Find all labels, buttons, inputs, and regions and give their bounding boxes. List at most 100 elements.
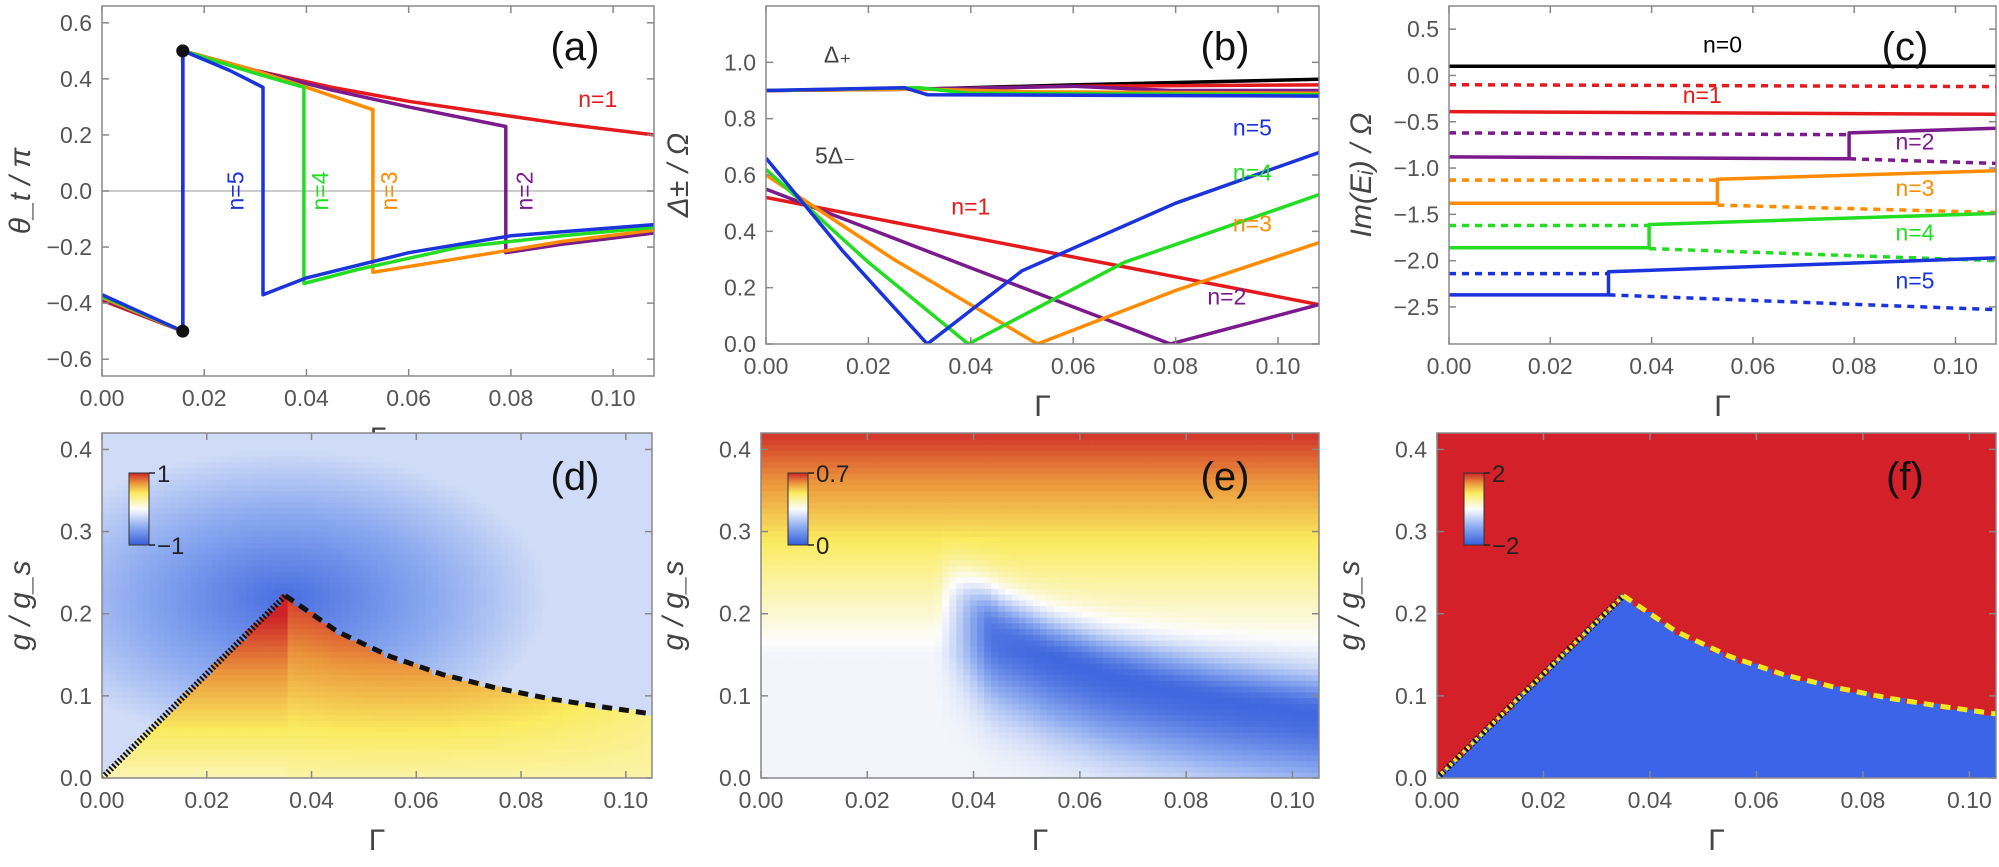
heatmap-cell	[610, 507, 619, 515]
heatmap-cell	[535, 513, 543, 520]
heatmap-cell	[610, 772, 619, 778]
heatmap-cell	[205, 461, 213, 469]
heatmap-cell	[246, 611, 254, 618]
heatmap-cell	[603, 548, 612, 555]
heatmap-cell	[294, 605, 302, 612]
heatmap-cell	[597, 507, 605, 515]
heatmap-cell	[260, 502, 268, 509]
heatmap-cell	[273, 507, 282, 515]
heatmap-cell	[370, 766, 378, 773]
heatmap-cell	[610, 502, 619, 509]
heatmap-cell	[328, 548, 337, 555]
heatmap-cell	[459, 438, 467, 446]
heatmap-cell	[225, 502, 234, 509]
heatmap-cell	[315, 755, 323, 762]
heatmap-cell	[102, 548, 110, 555]
heatmap-cell	[212, 479, 220, 486]
heatmap-cell	[507, 737, 516, 745]
heatmap-cell	[280, 571, 289, 578]
heatmap-cell	[432, 680, 440, 687]
heatmap-cell	[102, 542, 110, 549]
heatmap-cell	[349, 519, 357, 526]
heatmap-cell	[342, 456, 351, 463]
heatmap-cell	[514, 766, 522, 773]
heatmap-cell	[597, 720, 605, 727]
heatmap-cell	[555, 634, 564, 641]
heatmap-cell	[328, 513, 337, 520]
heatmap-cell	[562, 530, 571, 538]
heatmap-cell	[136, 461, 144, 469]
heatmap-cell	[432, 686, 440, 693]
heatmap-cell	[205, 467, 213, 474]
heatmap-cell	[370, 450, 378, 457]
heatmap-cell	[548, 657, 557, 664]
heatmap-cell	[184, 640, 192, 647]
heatmap-cell	[617, 703, 626, 710]
heatmap-cell	[260, 617, 268, 624]
heatmap-cell	[122, 525, 131, 532]
heatmap-cell	[335, 697, 344, 704]
panel-d: 1−10.00 0.02 0.04 0.06 0.08 0.100.00.10.20.30…	[4, 432, 653, 857]
heatmap-cell	[301, 634, 309, 641]
heatmap-cell	[507, 576, 516, 584]
heatmap-cell	[122, 507, 131, 515]
heatmap-cell	[528, 634, 536, 641]
heatmap-cell	[294, 691, 302, 699]
heatmap-cell	[363, 496, 371, 503]
heatmap-cell	[191, 617, 199, 624]
heatmap-cell	[548, 645, 557, 653]
heatmap-cell	[287, 674, 296, 681]
heatmap-cell	[562, 542, 571, 549]
heatmap-cell	[590, 565, 598, 572]
heatmap-cell	[500, 565, 509, 572]
heatmap-cell	[205, 680, 213, 687]
heatmap-cell	[108, 576, 117, 584]
heatmap-cell	[500, 438, 509, 446]
heatmap-cell	[198, 444, 206, 451]
heatmap-cell	[253, 657, 261, 664]
heatmap-cell	[624, 697, 632, 704]
heatmap-cell	[445, 668, 454, 676]
heatmap-cell	[218, 530, 227, 538]
heatmap-cell	[322, 674, 330, 681]
heatmap-cell	[638, 433, 646, 440]
heatmap-cell	[473, 617, 481, 624]
heatmap-cell	[487, 737, 495, 745]
heatmap-cell	[342, 772, 351, 778]
heatmap-cell	[631, 536, 639, 543]
heatmap-cell	[459, 553, 467, 561]
heatmap-cell	[432, 565, 440, 572]
heatmap-cell	[308, 611, 316, 618]
heatmap-cell	[404, 640, 412, 647]
heatmap-cell	[569, 588, 577, 595]
heatmap-cell	[569, 766, 577, 773]
heatmap-cell	[246, 496, 254, 503]
heatmap-cell	[425, 536, 433, 543]
heatmap-cell	[315, 433, 323, 440]
heatmap-cell	[370, 496, 378, 503]
heatmap-cell	[198, 571, 206, 578]
heatmap-cell	[597, 479, 605, 486]
heatmap-cell	[315, 582, 323, 589]
heatmap-cell	[445, 720, 454, 727]
heatmap-cell	[294, 536, 302, 543]
heatmap-cell	[157, 571, 165, 578]
heatmap-cell	[308, 640, 316, 647]
heatmap-cell	[232, 640, 241, 647]
heatmap-cell	[500, 553, 509, 561]
heatmap-cell	[377, 594, 385, 601]
heatmap-cell	[184, 507, 192, 515]
heatmap-cell	[645, 743, 652, 750]
heatmap-cell	[548, 640, 557, 647]
heatmap-cell	[521, 450, 529, 457]
heatmap-cell	[390, 668, 399, 676]
heatmap-cell	[624, 634, 632, 641]
heatmap-cell	[205, 479, 213, 486]
heatmap-cell	[514, 743, 522, 750]
heatmap-cell	[342, 720, 351, 727]
heatmap-cell	[603, 634, 612, 641]
panel-a: n=1n=2n=3n=4n=50.00 0.02 0.04 0.06 0.08 0.10−…	[4, 5, 655, 455]
heatmap-cell	[342, 749, 351, 756]
heatmap-cell	[418, 530, 426, 538]
heatmap-cell	[383, 720, 392, 727]
